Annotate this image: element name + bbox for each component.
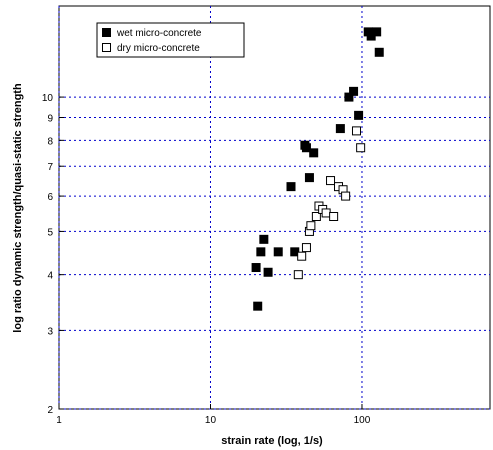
dry-point — [297, 251, 307, 261]
y-tick-label: 9 — [47, 114, 53, 125]
legend: wet micro-concrete dry micro-concrete — [96, 22, 245, 58]
legend-label-dry: dry micro-concrete — [117, 43, 200, 54]
wet-point — [304, 173, 314, 183]
legend-box — [96, 22, 245, 58]
wet-point — [309, 148, 319, 158]
wet-point — [286, 182, 296, 192]
wet-point — [335, 124, 345, 134]
x-tick-label: 100 — [354, 415, 371, 426]
wet-point — [354, 110, 364, 120]
plot-area: 1 10 100 2 3 4 5 6 7 8 9 10 — [42, 5, 491, 426]
y-tick-label: 2 — [47, 405, 53, 416]
legend-marker-dry — [102, 43, 111, 52]
legend-marker-wet — [102, 28, 111, 37]
dry-point — [341, 191, 351, 201]
wet-point — [301, 143, 311, 153]
wet-point — [374, 47, 384, 57]
wet-point — [259, 234, 269, 244]
wet-point — [372, 27, 382, 37]
grid-lines — [58, 6, 490, 410]
y-axis-ticks: 2 3 4 5 6 7 8 9 10 — [42, 93, 64, 416]
y-tick-label: 10 — [42, 93, 54, 104]
y-tick-label: 7 — [47, 162, 53, 173]
wet-point — [263, 267, 273, 277]
wet-point — [344, 92, 354, 102]
wet-point — [349, 86, 359, 96]
wet-point — [256, 247, 266, 257]
wet-point — [366, 31, 376, 41]
y-tick-label: 6 — [47, 192, 53, 203]
dry-point — [356, 143, 366, 153]
wet-point — [251, 263, 261, 273]
x-axis-label: strain rate (log, 1/s) — [221, 435, 323, 447]
wet-point — [273, 247, 283, 257]
x-tick-label: 10 — [205, 415, 217, 426]
dry-point — [306, 221, 316, 231]
x-axis-ticks: 1 10 100 — [56, 404, 371, 426]
wet-point — [290, 247, 300, 257]
y-tick-label: 5 — [47, 227, 53, 238]
data-points — [251, 27, 384, 311]
y-tick-label: 4 — [47, 271, 53, 282]
dry-point — [326, 176, 336, 186]
dry-point — [293, 270, 303, 280]
dry-point — [329, 212, 339, 222]
wet-point — [253, 301, 263, 311]
y-tick-label: 3 — [47, 326, 53, 337]
dry-point — [351, 126, 361, 136]
x-tick-label: 1 — [56, 415, 62, 426]
y-axis-label: log ratio dynamic strength/quasi-static … — [12, 83, 24, 333]
dry-point — [301, 243, 311, 253]
plot-frame — [58, 5, 491, 410]
dry-point — [311, 212, 321, 222]
y-tick-label: 8 — [47, 136, 53, 147]
dry-point — [321, 208, 331, 218]
legend-label-wet: wet micro-concrete — [116, 28, 202, 39]
